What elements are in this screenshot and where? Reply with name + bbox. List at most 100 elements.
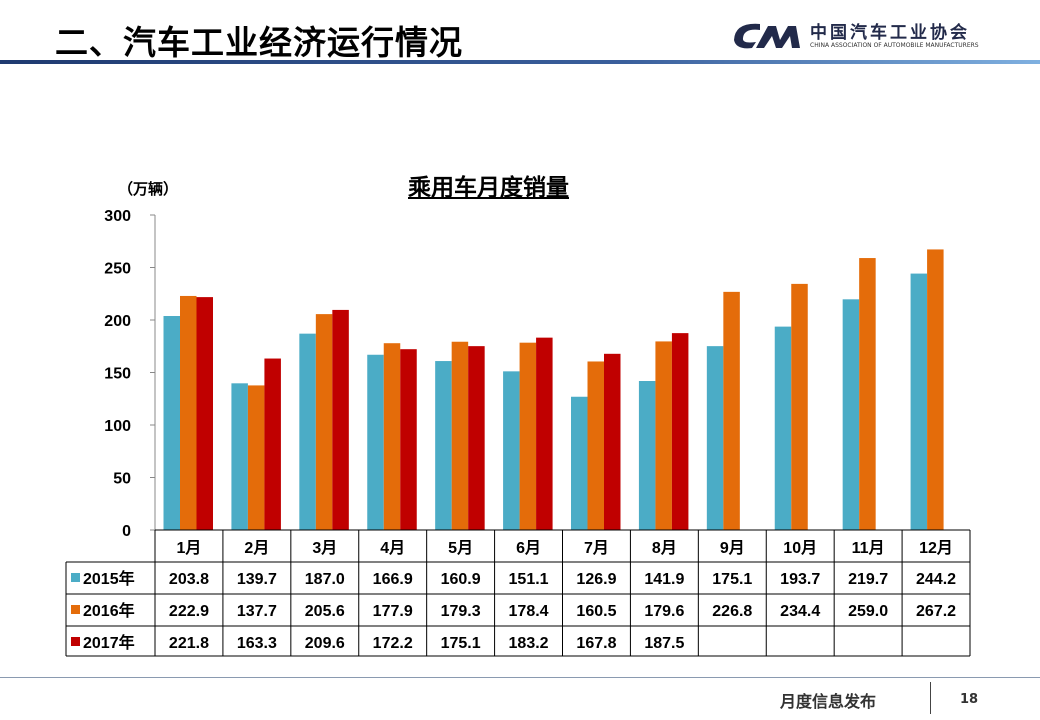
bar-2015年-4月 xyxy=(367,354,384,530)
page-number: 18 xyxy=(960,692,979,707)
bar-2015年-2月 xyxy=(231,383,248,530)
logo-en-text: CHINA ASSOCIATION OF AUTOMOBILE MANUFACT… xyxy=(810,42,979,49)
x-tick-label: 6月 xyxy=(516,539,541,557)
bar-2017年-8月 xyxy=(671,333,689,530)
x-tick-label: 9月 xyxy=(720,539,745,557)
y-tick-label: 200 xyxy=(104,313,131,330)
bar-2015年-6月 xyxy=(503,371,520,530)
data-label: 234.4 xyxy=(780,603,820,620)
data-label: 259.0 xyxy=(848,603,888,620)
legend-swatch-2016年 xyxy=(71,605,80,614)
bar-2016年-12月 xyxy=(927,249,944,530)
data-label: 183.2 xyxy=(509,635,549,652)
bar-2017年-2月 xyxy=(264,358,281,530)
data-label: 160.5 xyxy=(576,603,616,620)
footer-separator xyxy=(930,682,931,714)
bar-2016年-10月 xyxy=(791,283,808,530)
bar-2017年-6月 xyxy=(536,337,553,530)
bar-2016年-11月 xyxy=(859,258,876,530)
data-label: 205.6 xyxy=(305,603,345,620)
bar-2017年-3月 xyxy=(332,309,349,530)
data-label: 193.7 xyxy=(780,571,820,588)
bar-2016年-1月 xyxy=(180,295,197,530)
bar-2016年-4月 xyxy=(383,343,401,530)
data-label: 163.3 xyxy=(237,635,277,652)
data-label: 178.4 xyxy=(509,603,549,620)
x-tick-label: 3月 xyxy=(312,539,337,557)
legend-label: 2016年 xyxy=(83,601,135,620)
data-label: 167.8 xyxy=(576,635,616,652)
header-divider xyxy=(0,60,1040,64)
data-label: 222.9 xyxy=(169,603,209,620)
logo-cn-text: 中国汽车工业协会 xyxy=(810,23,970,43)
x-tick-label: 11月 xyxy=(852,539,885,557)
x-tick-label: 4月 xyxy=(380,539,405,557)
data-label: 179.3 xyxy=(441,603,481,620)
bar-2015年-10月 xyxy=(774,326,792,530)
data-label: 187.0 xyxy=(305,571,345,588)
data-label: 172.2 xyxy=(373,635,413,652)
bar-2017年-1月 xyxy=(196,297,213,530)
y-tick-label: 250 xyxy=(104,261,131,278)
x-tick-label: 10月 xyxy=(783,539,817,557)
legend-swatch-2015年 xyxy=(71,573,80,582)
data-label: 166.9 xyxy=(373,571,413,588)
y-axis-unit: （万辆） xyxy=(118,180,179,198)
bar-2015年-1月 xyxy=(163,316,180,530)
bar-2015年-12月 xyxy=(910,273,928,530)
x-tick-label: 8月 xyxy=(652,539,677,557)
data-label: 160.9 xyxy=(441,571,481,588)
x-tick-label: 7月 xyxy=(584,539,609,557)
data-label: 139.7 xyxy=(237,571,277,588)
data-label: 203.8 xyxy=(169,571,209,588)
bar-2015年-5月 xyxy=(435,361,452,530)
legend-label: 2017年 xyxy=(83,633,135,652)
bar-2015年-8月 xyxy=(638,381,656,530)
y-tick-label: 50 xyxy=(113,471,131,488)
bar-2017年-5月 xyxy=(468,346,485,530)
x-tick-label: 12月 xyxy=(919,539,953,557)
bar-2016年-6月 xyxy=(519,342,537,530)
bar-2015年-3月 xyxy=(299,333,316,530)
x-tick-label: 5月 xyxy=(448,539,473,557)
data-label: 179.6 xyxy=(644,603,684,620)
y-tick-label: 150 xyxy=(104,366,131,383)
data-label: 177.9 xyxy=(373,603,413,620)
x-tick-label: 2月 xyxy=(244,539,269,557)
bar-2016年-8月 xyxy=(655,341,672,530)
bar-2016年-3月 xyxy=(315,314,333,530)
chart-title: 乘用车月度销量 xyxy=(408,175,569,201)
bar-2017年-4月 xyxy=(400,349,417,530)
data-label: 151.1 xyxy=(509,571,549,588)
legend-swatch-2017年 xyxy=(71,637,80,646)
data-label: 267.2 xyxy=(916,603,956,620)
footer-divider xyxy=(0,677,1040,678)
y-tick-label: 300 xyxy=(104,208,131,225)
caam-logo: 中国汽车工业协会 CHINA ASSOCIATION OF AUTOMOBILE… xyxy=(730,18,1000,52)
data-label: 187.5 xyxy=(644,635,684,652)
footer-text: 月度信息发布 xyxy=(780,692,877,711)
data-label: 244.2 xyxy=(916,571,956,588)
data-label: 175.1 xyxy=(712,571,752,588)
data-label: 175.1 xyxy=(441,635,481,652)
data-label: 221.8 xyxy=(169,635,209,652)
data-label: 137.7 xyxy=(237,603,277,620)
y-tick-label: 0 xyxy=(122,523,131,540)
bar-2016年-9月 xyxy=(723,291,740,530)
bar-2015年-9月 xyxy=(706,346,724,530)
bar-2016年-7月 xyxy=(587,361,604,530)
data-label: 219.7 xyxy=(848,571,888,588)
y-tick-label: 100 xyxy=(104,418,131,435)
bar-2015年-11月 xyxy=(842,299,860,530)
bar-2017年-7月 xyxy=(604,353,621,530)
page-title: 二、汽车工业经济运行情况 xyxy=(55,23,463,62)
data-label: 141.9 xyxy=(644,571,684,588)
data-label: 209.6 xyxy=(305,635,345,652)
bar-2015年-7月 xyxy=(571,396,588,530)
caam-logo-mark xyxy=(734,23,800,49)
data-label: 226.8 xyxy=(712,603,752,620)
bar-2016年-5月 xyxy=(451,341,469,530)
bar-2016年-2月 xyxy=(247,385,265,530)
data-label: 126.9 xyxy=(576,571,616,588)
